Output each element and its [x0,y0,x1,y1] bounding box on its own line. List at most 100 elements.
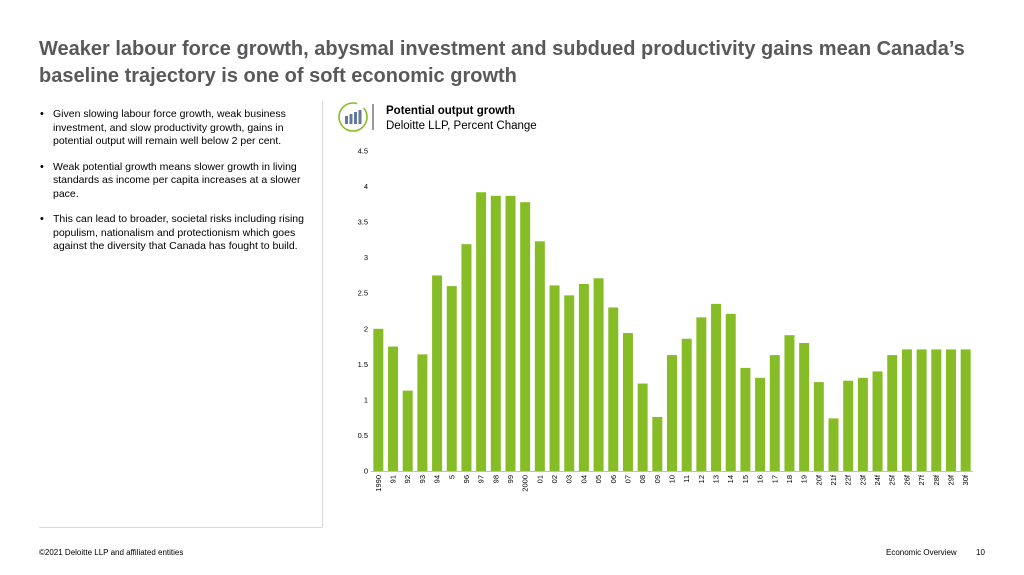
bar-02 [549,285,560,471]
x-tick-label: 19 [800,475,809,483]
x-tick-label: 10 [668,475,677,483]
bar-07 [622,333,633,471]
chart-heading: Potential output growth Deloitte LLP, Pe… [386,104,537,134]
footer-section-name: Economic Overview [886,548,957,557]
x-tick-label: 22f [844,474,853,485]
x-tick-label: 94 [433,475,442,483]
bar-5 [446,286,457,471]
bar-27f [916,349,927,471]
x-tick-label: 14 [726,475,735,483]
y-tick-label: 4 [364,182,368,191]
bar-23f [857,377,868,471]
x-tick-label: 96 [462,475,471,483]
x-tick-label: 15 [741,475,750,483]
y-tick-label: 0.5 [358,431,368,440]
x-tick-label: 24f [873,474,882,485]
bar-20f [813,382,824,471]
bar-98 [490,195,501,472]
chart-title: Potential output growth [386,105,516,117]
x-tick-label: 09 [653,475,662,483]
bar-2000 [520,202,531,471]
bar-19 [799,343,810,471]
bar-03 [564,295,575,471]
x-tick-label: 06 [609,475,618,483]
x-tick-label: 2000 [521,475,530,492]
y-tick-label: 0 [364,467,368,476]
potential-output-bar-chart: 0 0.5 1 1.5 2 2.5 3 3.5 4 4.5 1990 91 92 93 94 5 96 97 98 9… [358,147,973,492]
bar-04 [578,283,589,471]
bullet-item: This can lead to broader, societal risks… [40,213,312,254]
y-tick-label: 1.5 [358,360,368,369]
x-tick-label: 20f [814,474,823,485]
bar-26f [901,349,912,471]
x-tick-label: 30f [961,474,970,485]
x-tick-label: 08 [638,475,647,483]
x-tick-label: 07 [623,475,632,483]
chart-subtitle: Deloitte LLP, Percent Change [386,120,537,132]
x-tick-label: 21f [829,474,838,485]
bar-10 [667,355,677,471]
bar-28f [931,349,942,471]
y-tick-label: 3 [364,253,368,262]
bar-18 [784,335,795,471]
x-tick-label: 25f [888,474,897,485]
x-tick-label: 93 [418,475,427,483]
bar-08 [637,383,648,471]
x-tick-label: 05 [594,475,603,483]
bar-91 [388,346,399,471]
x-tick-label: 18 [785,475,794,483]
bar-96 [461,244,472,471]
bar-06 [608,307,619,471]
bar-15 [740,367,751,471]
footer-copyright: ©2021 Deloitte LLP and affiliated entiti… [39,548,184,557]
bar-13 [711,303,722,471]
bar-chart-icon [336,100,376,134]
bar-12 [696,317,707,471]
bar-97 [476,192,487,471]
x-tick-label: 02 [550,475,559,483]
x-tick-label: 92 [403,475,412,483]
slide-title: Weaker labour force growth, abysmal inve… [39,38,965,87]
y-tick-label: 4.5 [358,147,368,156]
y-tick-label: 2.5 [358,289,368,298]
bar-22f [843,380,854,471]
bullet-list: Given slowing labour force growth, weak … [39,101,322,254]
bullet-panel: Given slowing labour force growth, weak … [39,101,323,528]
x-tick-label: 12 [697,475,706,483]
x-tick-label: 11 [682,475,691,483]
y-tick-label: 3.5 [358,218,368,227]
bar-14 [725,313,736,471]
bar-16 [755,377,766,471]
bar-94 [432,275,443,471]
x-tick-label: 1990 [374,475,383,492]
x-tick-label: 04 [579,475,588,483]
x-tick-label: 28f [932,474,941,485]
bar-21f [828,418,839,471]
bullet-item: Given slowing labour force growth, weak … [40,108,312,149]
x-tick-label: 99 [506,475,515,483]
bar-01 [534,241,545,471]
x-tick-label: 23f [858,474,867,485]
x-tick-label: 91 [389,475,398,483]
x-tick-label: 16 [756,475,765,483]
x-tick-label: 97 [477,475,486,483]
bar-93 [417,354,428,471]
x-tick-label: 01 [535,475,544,483]
bar-09 [652,416,663,471]
x-tick-label: 27f [917,474,926,485]
x-tick-label: 17 [770,475,779,483]
x-tick-label: 13 [712,475,721,483]
y-tick-label: 1 [364,395,368,404]
bar-99 [505,195,516,472]
bar-25f [887,355,898,471]
bar-30f [960,349,971,471]
x-tick-label: 29f [946,474,955,485]
x-tick-label: 98 [491,475,500,483]
bar-17 [769,355,780,471]
x-tick-label: 5 [447,475,456,479]
footer-page-number: 10 [976,548,985,557]
bar-24f [872,371,883,471]
x-tick-label: 26f [902,474,911,485]
bar-1990 [373,328,384,471]
bar-29f [945,349,956,471]
